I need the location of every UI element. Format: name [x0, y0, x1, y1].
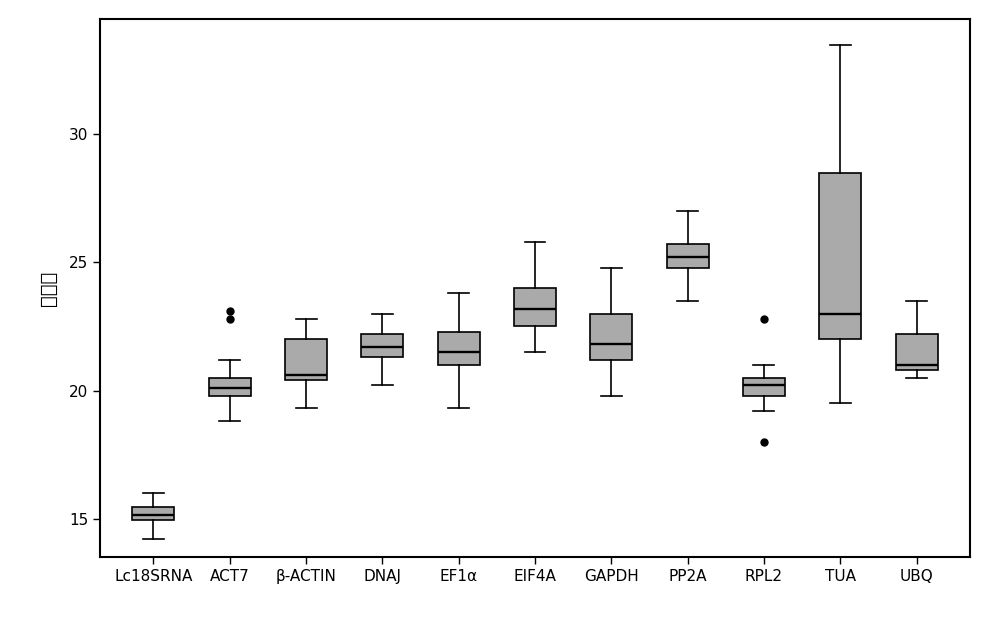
PathPatch shape [285, 339, 327, 380]
PathPatch shape [514, 288, 556, 327]
PathPatch shape [743, 378, 785, 396]
PathPatch shape [896, 334, 938, 370]
PathPatch shape [667, 244, 709, 268]
PathPatch shape [132, 507, 174, 520]
PathPatch shape [819, 173, 861, 339]
Y-axis label: 循环数: 循环数 [39, 270, 58, 306]
PathPatch shape [590, 313, 632, 360]
PathPatch shape [361, 334, 403, 357]
PathPatch shape [209, 378, 251, 396]
PathPatch shape [438, 332, 480, 365]
